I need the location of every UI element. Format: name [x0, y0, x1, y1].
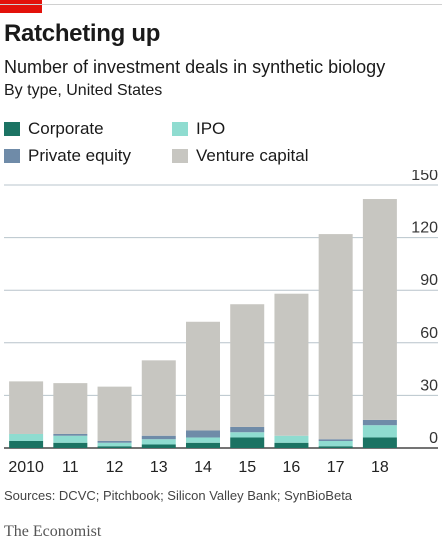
- chart-subsubtitle: By type, United States: [4, 82, 163, 99]
- bar-ipo-17: [318, 440, 353, 447]
- x-tick-label-2010: 2010: [8, 459, 44, 476]
- y-tick-label-120: 120: [411, 220, 438, 237]
- legend-label-private-equity: Private equity: [28, 146, 131, 165]
- bar-corporate-18: [362, 437, 397, 448]
- legend-label-ipo: IPO: [196, 119, 226, 138]
- x-tick-label-11: 11: [62, 459, 79, 476]
- top-rule: [0, 4, 442, 5]
- x-tick-label-18: 18: [371, 459, 389, 476]
- y-tick-label-90: 90: [420, 272, 438, 289]
- bar-corporate-14: [186, 442, 220, 448]
- legend-swatch-private-equity: [4, 149, 20, 163]
- bar-venture-capital-16: [274, 293, 309, 436]
- bar-chart: 0 30 60 90 120 150 2010 11 12 13 14 15 16 17 18: [4, 170, 438, 476]
- x-tick-label-12: 12: [106, 459, 124, 476]
- bar-corporate-16: [274, 442, 309, 448]
- bar-ipo-15: [230, 432, 265, 438]
- bar-corporate-17: [318, 446, 353, 448]
- bar-ipo-2010: [9, 433, 44, 441]
- bar-ipo-18: [362, 425, 397, 438]
- bar-corporate-2010: [9, 440, 44, 448]
- y-tick-label-30: 30: [420, 377, 438, 394]
- bar-private-equity-18: [362, 419, 397, 426]
- y-tick-label-60: 60: [420, 325, 438, 342]
- economist-red-tag: [0, 0, 42, 13]
- legend-item-ipo: IPO: [172, 119, 225, 139]
- bar-private-equity-14: [186, 430, 220, 438]
- bar-venture-capital-14: [186, 321, 220, 431]
- bar-corporate-13: [141, 444, 176, 448]
- chart-title: Ratcheting up: [4, 20, 161, 47]
- x-tick-label-14: 14: [194, 459, 212, 476]
- bar-private-equity-13: [141, 435, 176, 440]
- x-tick-label-16: 16: [283, 459, 301, 476]
- bar-venture-capital-2010: [9, 381, 44, 434]
- bar-corporate-12: [97, 446, 132, 448]
- bar-ipo-14: [186, 437, 220, 443]
- x-tick-label-17: 17: [327, 459, 345, 476]
- bar-corporate-15: [230, 437, 265, 448]
- legend-label-corporate: Corporate: [28, 119, 104, 138]
- economist-logo: The Economist: [4, 523, 102, 540]
- bar-ipo-16: [274, 435, 309, 443]
- legend-label-venture-capital: Venture capital: [196, 146, 309, 165]
- bar-private-equity-17: [318, 439, 353, 441]
- y-tick-label-0: 0: [429, 430, 438, 447]
- bar-venture-capital-13: [141, 360, 176, 436]
- legend-swatch-ipo: [172, 122, 188, 136]
- x-tick-label-15: 15: [238, 459, 256, 476]
- bar-private-equity-12: [97, 440, 132, 443]
- y-tick-label-150: 150: [411, 170, 438, 184]
- source-note: Sources: DCVC; Pitchbook; Silicon Valley…: [4, 488, 353, 503]
- bar-venture-capital-18: [362, 199, 397, 420]
- legend-swatch-corporate: [4, 122, 20, 136]
- legend-item-venture-capital: Venture capital: [172, 146, 308, 166]
- bar-venture-capital-12: [97, 386, 132, 441]
- bar-private-equity-11: [53, 433, 88, 436]
- legend-swatch-venture-capital: [172, 149, 188, 163]
- bar-venture-capital-11: [53, 383, 88, 434]
- legend-item-corporate: Corporate: [4, 119, 104, 139]
- bar-venture-capital-17: [318, 234, 353, 440]
- bar-private-equity-15: [230, 426, 265, 433]
- bar-ipo-13: [141, 439, 176, 445]
- x-tick-label-13: 13: [150, 459, 168, 476]
- bar-ipo-11: [53, 435, 88, 443]
- bar-ipo-12: [97, 442, 132, 447]
- legend-item-private-equity: Private equity: [4, 146, 131, 166]
- legend: Corporate IPO Private equity Venture cap…: [4, 119, 424, 171]
- bar-corporate-11: [53, 442, 88, 448]
- chart-subtitle: Number of investment deals in synthetic …: [4, 57, 386, 77]
- bar-venture-capital-15: [230, 304, 265, 427]
